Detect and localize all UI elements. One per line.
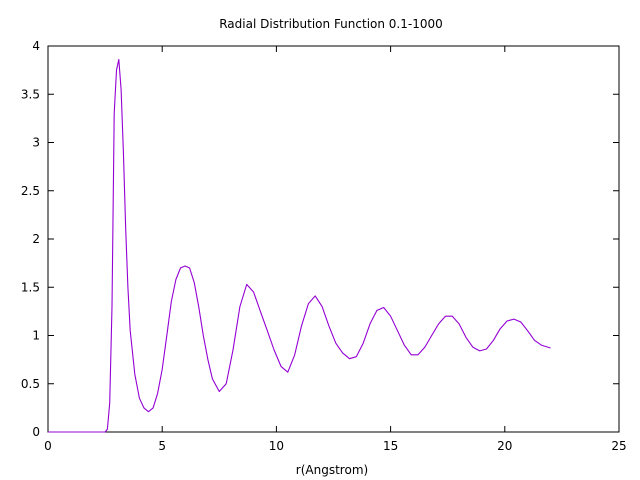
y-tick-label: 2 — [32, 232, 40, 246]
y-tick-label: 1 — [32, 329, 40, 343]
y-tick-label: 2.5 — [21, 184, 40, 198]
y-tick-label: 3 — [32, 136, 40, 150]
x-tick-label: 10 — [269, 439, 284, 453]
y-tick-label: 0.5 — [21, 377, 40, 391]
plot-frame — [47, 45, 620, 433]
chart-title: Radial Distribution Function 0.1-1000 — [219, 17, 443, 31]
x-tick-label: 15 — [383, 439, 398, 453]
y-tick-label: 0 — [32, 425, 40, 439]
x-tick-label: 0 — [44, 439, 52, 453]
y-tick-label: 4 — [32, 39, 40, 53]
x-axis: 0 5 10 15 20 25 — [44, 46, 627, 453]
x-tick-label: 20 — [497, 439, 512, 453]
x-tick-label: 25 — [611, 439, 626, 453]
series-line-rdf — [48, 58, 551, 433]
x-tick-label: 5 — [158, 439, 166, 453]
y-tick-label: 1.5 — [21, 280, 40, 294]
y-tick-label: 3.5 — [21, 87, 40, 101]
x-axis-label: r(Angstrom) — [296, 463, 368, 477]
